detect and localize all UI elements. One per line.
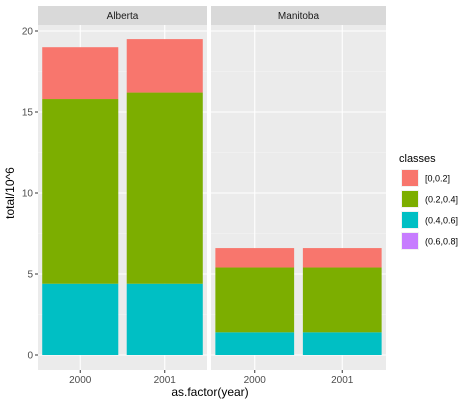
y-tick-label: 10 bbox=[22, 189, 34, 200]
facet-strip-alberta bbox=[38, 6, 207, 25]
bar-manitoba-2001-segment bbox=[302, 267, 382, 333]
bar-manitoba-2001-segment bbox=[302, 248, 382, 268]
bar-manitoba-2000-segment bbox=[215, 332, 295, 355]
x-axis-title: as.factor(year) bbox=[171, 385, 248, 399]
y-tick-label: 15 bbox=[22, 108, 34, 119]
x-tick-label: 2000 bbox=[244, 375, 267, 386]
legend-title: classes bbox=[399, 153, 436, 165]
legend-entry-label: [0,0.2] bbox=[425, 174, 450, 184]
y-tick-label: 5 bbox=[27, 270, 33, 281]
legend-key-swatch bbox=[402, 212, 418, 228]
x-tick-label: 2001 bbox=[331, 375, 354, 386]
legend-key-swatch bbox=[402, 191, 418, 207]
legend-key-swatch bbox=[402, 170, 418, 186]
bar-alberta-2001-segment bbox=[126, 283, 203, 355]
bar-alberta-2001-segment bbox=[126, 92, 203, 284]
x-tick-label: 2000 bbox=[69, 375, 92, 386]
bar-alberta-2001-segment bbox=[126, 39, 203, 93]
legend-entry-label: (0.6,0.8] bbox=[425, 237, 458, 247]
bar-manitoba-2000-segment bbox=[215, 267, 295, 333]
y-tick-label: 20 bbox=[22, 27, 34, 38]
bar-manitoba-2001-segment bbox=[302, 332, 382, 355]
bar-manitoba-2000-segment bbox=[215, 248, 295, 268]
y-axis-title: total/10^6 bbox=[3, 167, 17, 219]
x-tick-label: 2001 bbox=[154, 375, 177, 386]
facet-strip-label: Manitoba bbox=[278, 11, 320, 22]
facet-strip-label: Alberta bbox=[107, 11, 139, 22]
legend-entry-label: (0.2,0.4] bbox=[425, 195, 458, 205]
legend-key-swatch bbox=[402, 233, 418, 249]
bar-alberta-2000-segment bbox=[42, 99, 119, 284]
y-tick-label: 0 bbox=[27, 351, 33, 362]
legend: classes [0,0.2] (0.2,0.4] (0.4,0.6] (0.6,0.8… bbox=[399, 153, 458, 250]
bar-alberta-2000-segment bbox=[42, 47, 119, 100]
bar-alberta-2000-segment bbox=[42, 283, 119, 355]
facet-strip-manitoba bbox=[211, 6, 386, 25]
legend-entry-label: (0.4,0.6] bbox=[425, 216, 458, 226]
